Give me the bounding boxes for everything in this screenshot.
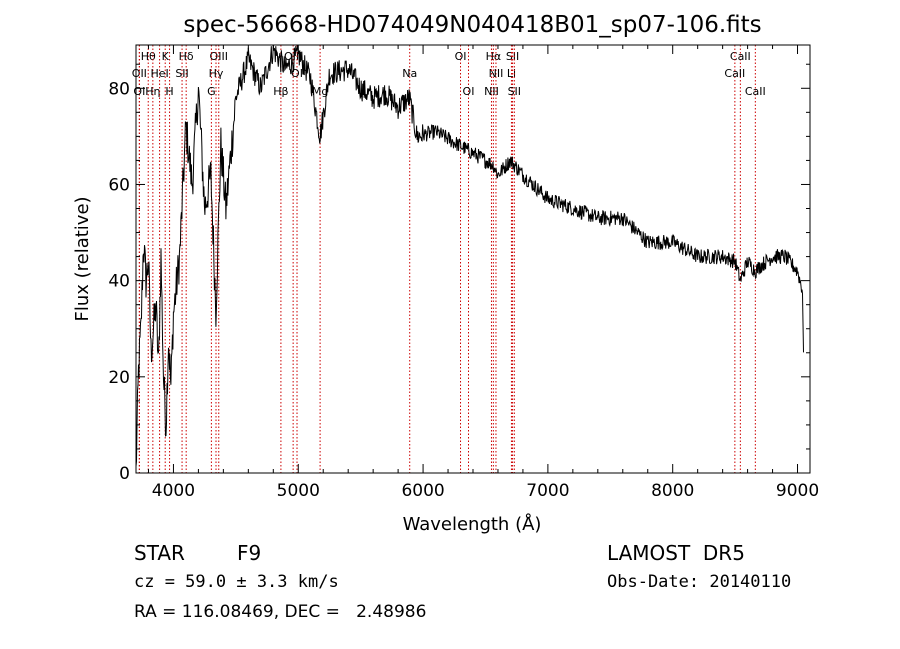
line-marker-label: NII [484,85,499,98]
line-marker-label: SII [175,67,188,80]
line-marker-label: SII [506,50,519,63]
line-marker-label: Hγ [209,67,224,80]
line-marker-label: Hδ [179,50,194,63]
line-marker-label: NII [489,67,504,80]
line-marker-label: SII [508,85,521,98]
x-tick-label: 8000 [651,481,694,501]
line-marker-label: OIII [210,50,228,63]
survey-name: LAMOST DR5 [607,541,745,565]
y-tick-label: 80 [108,79,130,99]
spectrum-series [135,44,804,467]
line-marker-label: CaII [724,67,745,80]
axes: 4000 5000 6000 7000 8000 9000 0 20 40 60 80 [108,45,819,501]
line-marker-label: Hη [145,85,160,98]
x-tick-label: 9000 [776,481,819,501]
obs-date: Obs-Date: 20140110 [607,572,792,592]
line-marker-label: OI [133,85,145,98]
line-marker-label: K [162,50,170,63]
line-marker-label: CaII [730,50,751,63]
y-tick-label: 40 [108,272,130,292]
line-marker-label: OIII [284,50,302,63]
spectrum-line [135,44,804,467]
line-marker-label: CaII [745,85,766,98]
line-marker-label: HeI [150,67,168,80]
x-tick-label: 5000 [277,481,320,501]
x-axis-label: Wavelength (Å) [403,513,542,535]
line-marker-label: G [207,85,216,98]
line-marker-label: OI [291,67,303,80]
y-axis-label: Flux (relative) [72,196,93,321]
line-marker-label: H [165,85,173,98]
line-marker-label: Na [402,67,417,80]
x-tick-label: 7000 [526,481,569,501]
line-marker-label: Hθ [141,50,156,63]
line-marker-label: OI [463,85,475,98]
object-class: STAR [134,541,185,565]
y-tick-label: 60 [108,175,130,195]
line-marker-label: Hα [486,50,502,63]
line-marker-label: Mg [312,85,328,98]
redshift-text: cz = 59.0 ± 3.3 km/s [134,572,339,592]
y-tick-label: 20 [108,368,130,388]
page-title: spec-56668-HD074049N040418B01_sp07-106.f… [183,12,762,38]
y-tick-label: 0 [119,464,130,484]
x-tick-label: 4000 [152,481,195,501]
line-marker-label: OI [455,50,467,63]
line-marker-label: Hβ [273,85,288,98]
coordinates: RA = 116.08469, DEC = 2.48986 [134,602,427,622]
line-marker-label: Li [507,67,516,80]
object-subclass: F9 [237,541,262,565]
x-tick-label: 6000 [401,481,444,501]
